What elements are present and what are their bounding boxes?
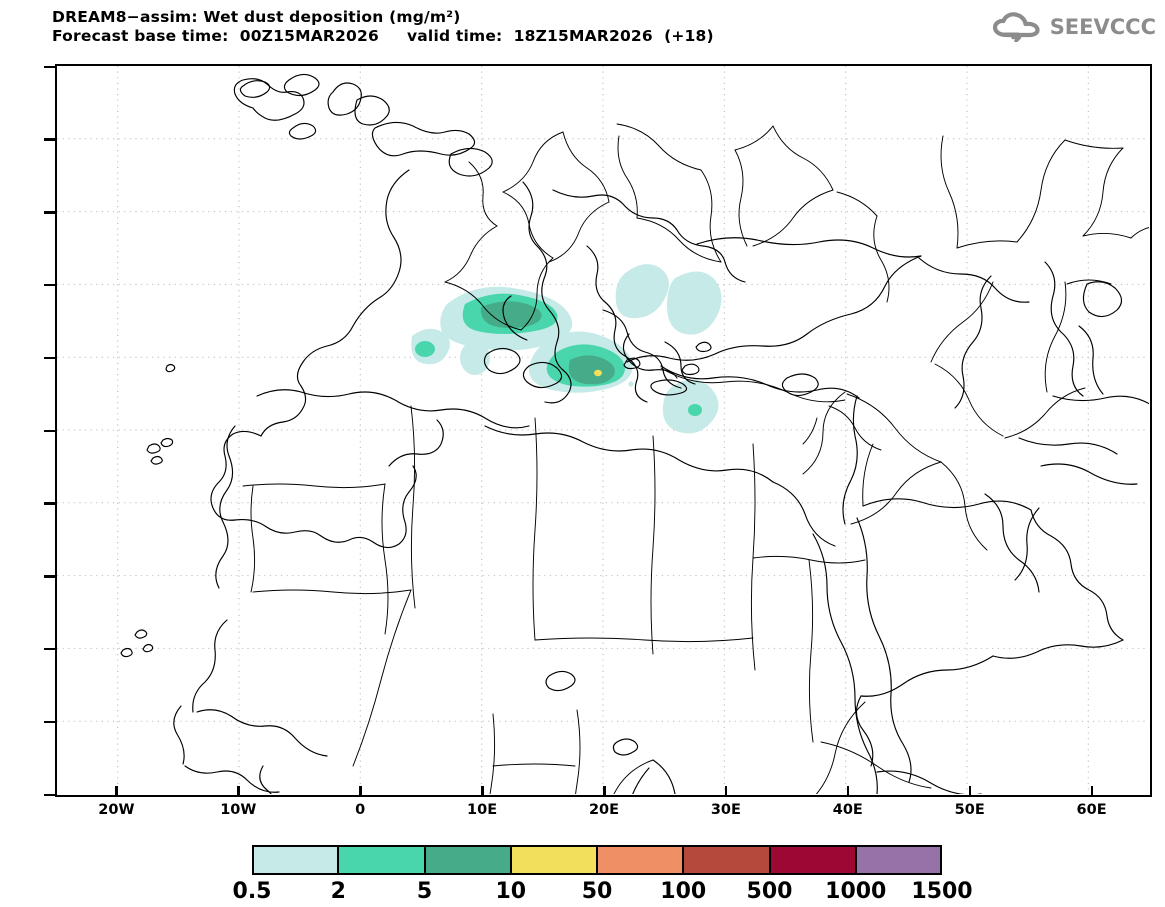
ytick-mark [44, 429, 55, 432]
xtick-label-10W: 10W [220, 802, 257, 818]
xtick-label-40E: 40E [832, 802, 863, 818]
ytick-mark [44, 138, 55, 141]
colorbar-boundary-label-5: 5 [416, 879, 433, 904]
xtick-label-60E: 60E [1076, 802, 1107, 818]
logo-text: SEEVCCC [1049, 15, 1156, 39]
xtick-label-30E: 30E [710, 802, 741, 818]
forecast-time-line: Forecast base time: 00Z15MAR2026 valid t… [52, 27, 714, 45]
colorbar-boundary-label-500: 500 [746, 879, 793, 904]
xtick-mark [846, 786, 850, 797]
colorbar-cell-2 [424, 845, 511, 875]
colorbar-boundary-label-0.5: 0.5 [232, 879, 272, 904]
xtick-label-20W: 20W [98, 802, 135, 818]
xtick-mark [115, 786, 118, 797]
ytick-mark [44, 720, 55, 724]
colorbar-cell-5 [683, 845, 770, 875]
xtick-mark [481, 786, 484, 797]
colorbar-boundary-label-1500: 1500 [911, 879, 973, 904]
ytick-mark [44, 356, 55, 360]
cloud-wind-icon [992, 12, 1040, 42]
map-coastlines [120, 73, 1149, 794]
colorbar-cell-6 [769, 845, 856, 875]
colorbar-cell-0 [252, 845, 339, 875]
seevccc-logo: SEEVCCC [991, 12, 1156, 42]
colorbar-cell-4 [597, 845, 684, 875]
colorbar-boundary-label-100: 100 [660, 879, 707, 904]
xtick-mark [603, 786, 606, 797]
colorbar-cell-1 [338, 845, 425, 875]
grid-lines [57, 66, 1149, 794]
colorbar-boundary-label-1000: 1000 [825, 879, 887, 904]
ytick-mark [44, 502, 55, 505]
ytick-mark [44, 647, 55, 651]
ytick-mark [44, 793, 55, 796]
page-title: DREAM8−assim: Wet dust deposition (mg/m²… [52, 8, 461, 26]
xtick-mark [1090, 786, 1094, 797]
colorbar-boundary-label-10: 10 [495, 879, 527, 904]
ytick-mark [44, 283, 55, 287]
ytick-mark [44, 575, 55, 578]
xtick-label-20E: 20E [588, 802, 620, 818]
xtick-mark [237, 786, 240, 797]
colorbar-boundary-label-2: 2 [330, 879, 346, 904]
ytick-mark [44, 211, 55, 214]
colorbar-cell-7 [855, 845, 942, 875]
map-canvas [57, 66, 1149, 794]
colorbar-cell-3 [510, 845, 597, 875]
xtick-label-10E: 10E [467, 802, 498, 818]
map-plot-area [55, 64, 1152, 797]
xtick-mark [968, 786, 972, 797]
colorbar-blocks [252, 845, 942, 875]
xtick-mark [724, 786, 728, 797]
colorbar-boundary-label-50: 50 [581, 879, 613, 904]
ytick-mark [44, 65, 55, 68]
xtick-label-50E: 50E [954, 802, 985, 818]
dust-deposition-contours [411, 264, 722, 434]
xtick-mark [359, 786, 362, 797]
xtick-label-0: 0 [355, 802, 366, 818]
colorbar-legend: 0.5 2 5 10 50 100 500 1000 1500 [0, 845, 1165, 907]
title-block: DREAM8−assim: Wet dust deposition (mg/m²… [52, 8, 714, 46]
